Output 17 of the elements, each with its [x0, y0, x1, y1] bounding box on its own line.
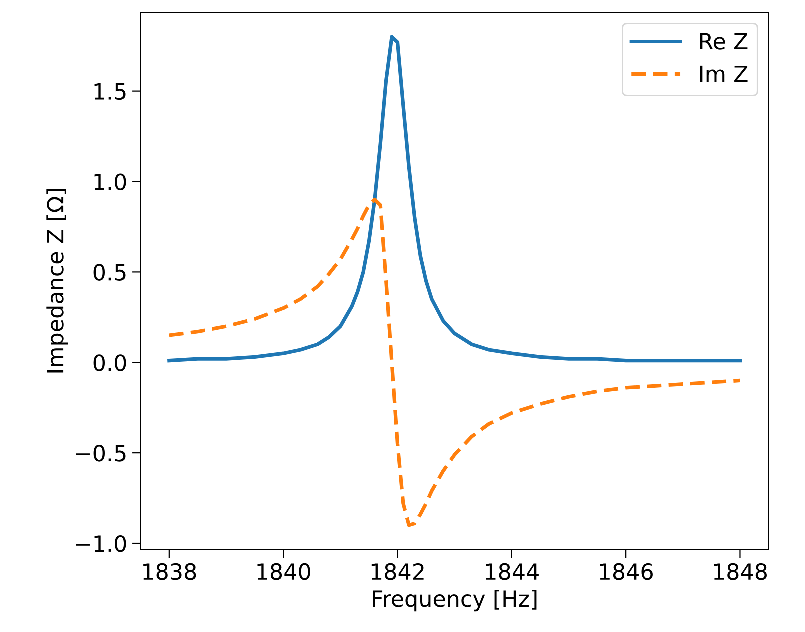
x-tick-label: 1838 [144, 563, 196, 580]
line-series [168, 198, 742, 528]
y-tick-label: −1.0 [76, 535, 126, 552]
x-axis-title: Frequency [Hz] [373, 590, 537, 612]
x-tick-label: 1848 [714, 563, 767, 580]
x-tick-label: 1846 [600, 563, 653, 580]
y-tick-label: 1.0 [94, 174, 126, 191]
y-tick-label: −0.5 [76, 445, 126, 462]
y-tick-label: 0.5 [94, 264, 126, 281]
x-tick-label: 1840 [258, 563, 310, 580]
y-tick-label: 0.0 [94, 354, 126, 372]
legend-label: Re Z [700, 33, 748, 50]
x-tick-label: 1842 [372, 563, 424, 580]
y-tick-label: 1.5 [94, 84, 126, 100]
y-axis-title: Impedance Z [Ω] [46, 189, 68, 373]
legend-label: Im Z [700, 66, 748, 82]
x-tick-label: 1844 [486, 563, 539, 580]
